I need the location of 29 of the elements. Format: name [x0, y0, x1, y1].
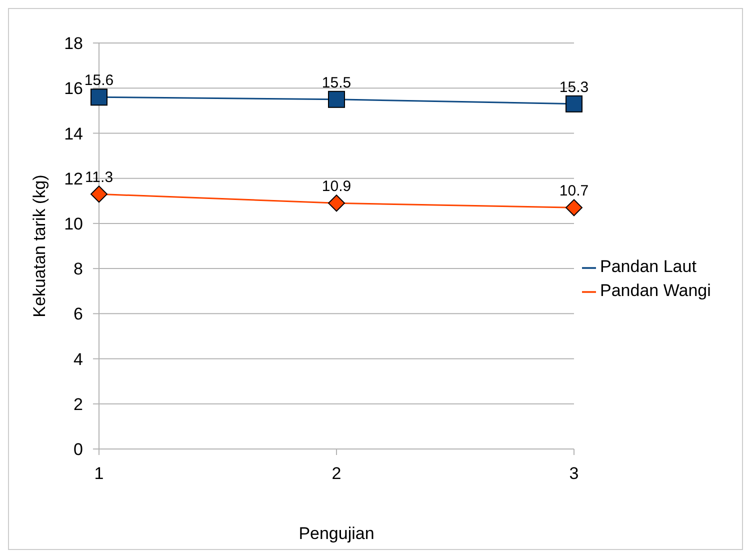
legend-label: Pandan Wangi — [600, 281, 711, 300]
point — [90, 88, 108, 106]
data-label: 11.3 — [84, 169, 114, 186]
point — [566, 95, 582, 112]
data-label: 15.6 — [84, 72, 114, 90]
y-tick-label: 6 — [74, 304, 83, 324]
y-tick-label: 4 — [74, 350, 83, 369]
point — [90, 186, 108, 203]
point — [566, 199, 582, 216]
y-tick-label: 2 — [74, 394, 83, 414]
x-axis-title: Pengujian — [298, 524, 374, 543]
y-tick-label: 8 — [74, 260, 83, 279]
data-label: 15.3 — [559, 78, 589, 96]
y-tick-label: 16 — [64, 79, 83, 98]
data-label: 15.5 — [322, 74, 352, 92]
point — [328, 194, 345, 212]
y-tick-label: 12 — [64, 169, 83, 188]
y-tick-label: 0 — [74, 440, 83, 460]
y-axis-title: Kekuatan tarik (kg) — [30, 174, 50, 318]
y-tick-label: 18 — [64, 34, 83, 54]
x-tick-label: 2 — [332, 464, 342, 484]
legend-label: Pandan Laut — [600, 257, 696, 276]
point — [328, 90, 345, 108]
data-label: 10.7 — [559, 182, 589, 200]
x-tick-label: 3 — [569, 464, 579, 484]
x-tick-label: 1 — [94, 464, 104, 484]
y-tick-label: 14 — [64, 124, 83, 144]
y-tick-label: 10 — [64, 214, 83, 234]
data-label: 10.9 — [322, 178, 352, 196]
